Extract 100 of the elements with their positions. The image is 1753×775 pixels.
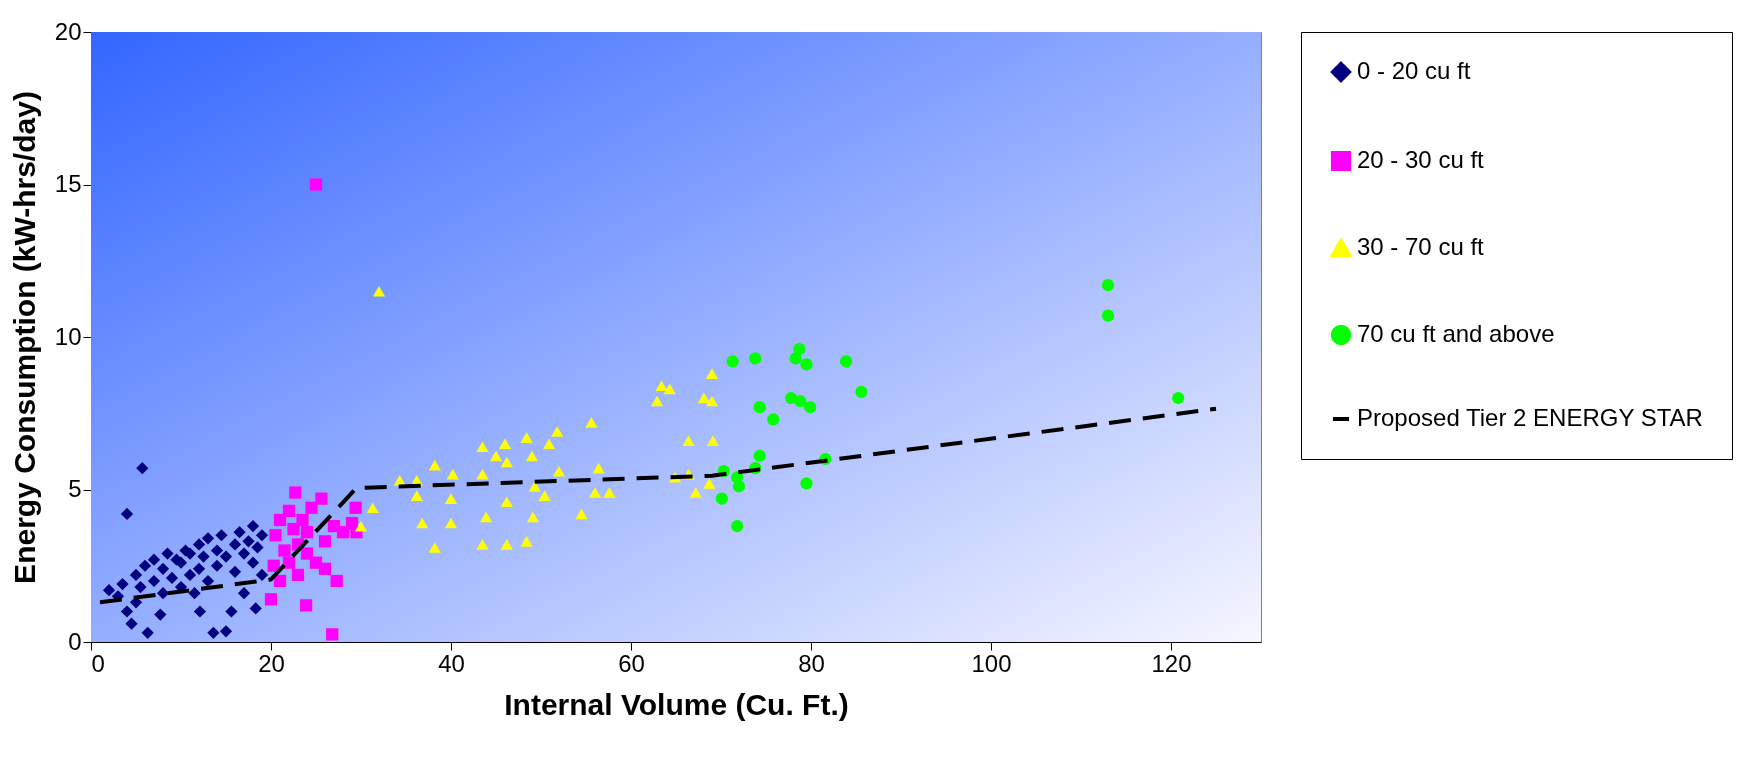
point: [410, 490, 423, 501]
y-axis-title: Energy Consumption (kW-hrs/day): [7, 91, 41, 584]
point: [188, 587, 201, 600]
point: [318, 562, 332, 575]
point: [210, 559, 224, 572]
y-tick-label: 5: [68, 475, 82, 502]
point: [228, 565, 242, 578]
point: [192, 562, 206, 575]
point: [120, 605, 134, 618]
point: [1172, 391, 1185, 405]
point: [237, 547, 251, 560]
point: [354, 520, 368, 532]
point: [287, 523, 300, 536]
point: [476, 441, 489, 453]
legend-label: 0 - 20 cu ft: [1357, 57, 1471, 84]
point: [416, 517, 429, 529]
point: [520, 536, 533, 547]
y-tick-label: 10: [54, 322, 82, 350]
point: [715, 492, 729, 505]
point: [309, 178, 323, 191]
point: [336, 526, 350, 539]
point: [749, 352, 762, 365]
point: [161, 547, 174, 560]
point: [489, 450, 503, 462]
point: [156, 587, 170, 600]
point: [102, 584, 116, 597]
point: [476, 468, 489, 480]
point: [129, 568, 143, 582]
point: [138, 559, 152, 572]
point: [705, 395, 719, 407]
point: [289, 486, 302, 499]
point: [800, 477, 813, 490]
point: [300, 526, 314, 539]
point: [210, 544, 224, 557]
point: [800, 358, 813, 371]
point: [207, 626, 220, 639]
point: [120, 507, 134, 521]
point: [498, 438, 512, 450]
line-series: [98, 406, 1218, 605]
point: [444, 517, 458, 529]
point: [249, 602, 262, 615]
point: [726, 355, 739, 368]
x-axis-title: Internal Volume (Cu. Ft.): [504, 687, 849, 721]
point: [156, 562, 170, 575]
point: [839, 355, 853, 368]
point: [183, 568, 197, 582]
point: [296, 513, 309, 527]
point: [732, 480, 746, 493]
x-tick-label: 100: [971, 649, 1012, 677]
point: [192, 538, 206, 551]
point: [197, 550, 210, 563]
point: [193, 605, 207, 618]
point: [278, 544, 291, 557]
point: [147, 574, 161, 588]
point: [273, 574, 287, 588]
point: [855, 385, 868, 399]
point: [233, 526, 246, 539]
x-tick-label: 60: [618, 649, 645, 677]
point: [753, 449, 766, 463]
point: [269, 529, 282, 542]
point: [703, 478, 716, 489]
y-tick-label: 20: [54, 17, 82, 45]
point: [366, 502, 379, 514]
point: [528, 481, 541, 492]
point: [476, 539, 489, 550]
point: [315, 492, 328, 505]
point: [520, 432, 533, 443]
point: [655, 380, 668, 392]
point: [237, 587, 251, 600]
point: [246, 556, 260, 569]
point: [255, 529, 269, 542]
point: [201, 574, 215, 588]
x-tick-label: 0: [91, 649, 105, 677]
point: [201, 532, 215, 545]
point: [125, 617, 138, 630]
point: [318, 535, 332, 548]
point: [682, 435, 695, 446]
point: [551, 426, 564, 437]
point: [326, 628, 339, 641]
point: [330, 574, 343, 588]
point: [731, 519, 744, 533]
point: [251, 541, 264, 554]
point: [705, 368, 719, 379]
point: [219, 550, 233, 563]
legend-label: Proposed Tier 2 ENERGY STAR: [1357, 404, 1703, 431]
point: [753, 401, 766, 414]
point: [147, 553, 161, 566]
point: [446, 468, 459, 480]
point: [526, 511, 540, 523]
point: [603, 487, 616, 498]
y-tick-label: 15: [54, 170, 82, 197]
point: [803, 401, 817, 414]
point: [273, 513, 287, 527]
point: [689, 487, 702, 498]
point: [592, 462, 605, 474]
point: [500, 456, 513, 468]
legend-label: 70 cu ft and above: [1357, 320, 1555, 347]
point: [282, 556, 296, 569]
point: [141, 626, 154, 639]
point: [585, 417, 598, 428]
